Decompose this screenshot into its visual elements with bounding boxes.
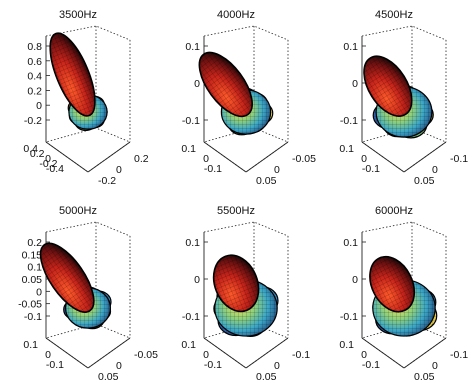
z-tick-label: -0.1: [182, 311, 200, 323]
subplot-title: 4500Hz: [375, 9, 413, 21]
z-tick-label: 0.1: [185, 41, 200, 53]
y-tick-label: -0.4: [46, 163, 64, 175]
main-lobe-mesh: [213, 255, 259, 312]
surface: [212, 254, 279, 338]
x-tick-label: 0: [116, 360, 122, 372]
surface: [49, 32, 108, 132]
y-tick-label: -0.1: [204, 359, 222, 371]
y-tick-label: 0: [203, 153, 209, 165]
surface: [198, 51, 274, 136]
y-tick-label: -0.1: [362, 163, 380, 175]
z-tick-label: 0.1: [343, 237, 358, 249]
y-tick-label: 0.1: [339, 339, 354, 351]
z-tick-label: 0.1: [27, 262, 42, 274]
x-tick-label: -0.1: [292, 349, 310, 361]
subplot-title: 3500Hz: [59, 9, 97, 21]
x-tick-label: -0.1: [450, 349, 468, 361]
subplot-title: 4000Hz: [217, 9, 255, 21]
z-tick-label: 0.1: [185, 237, 200, 249]
subplot-title: 5000Hz: [59, 205, 97, 217]
y-tick-label: 0.1: [23, 339, 38, 351]
surface: [369, 255, 438, 337]
y-tick-label: -0.1: [362, 359, 380, 371]
x-tick-label: 0: [274, 360, 280, 372]
z-tick-label: 0: [352, 274, 358, 286]
y-tick-label: -0.2: [39, 158, 57, 170]
main-lobe-mesh: [199, 52, 253, 117]
x-tick-label: 0.05: [256, 371, 277, 383]
x-tick-label: 0.05: [414, 371, 435, 383]
z-tick-label: -0.1: [24, 311, 42, 323]
surface: [363, 55, 434, 139]
z-tick-label: 0.2: [27, 237, 42, 249]
main-lobe-mesh: [50, 33, 95, 116]
z-tick-label: -0.1: [340, 115, 358, 127]
x-tick-label: 0: [116, 164, 122, 176]
y-tick-label: 0: [361, 349, 367, 361]
main-lobe-mesh: [369, 256, 415, 312]
main-lobe-mesh: [40, 243, 94, 313]
x-tick-label: -0.05: [134, 349, 158, 361]
y-tick-label: -0.1: [204, 163, 222, 175]
y-tick-label: -0.1: [46, 359, 64, 371]
z-tick-label: 0: [194, 274, 200, 286]
x-tick-label: 0.05: [98, 371, 119, 383]
x-tick-label: -0.1: [450, 153, 468, 165]
y-tick-label: 0: [45, 349, 51, 361]
y-tick-label: 0.2: [30, 148, 45, 160]
x-tick-label: 0.05: [414, 175, 435, 187]
y-tick-label: 0.1: [181, 143, 196, 155]
z-tick-label: 0.05: [22, 274, 43, 286]
x-tick-label: -0.05: [292, 153, 316, 165]
y-tick-label: 0: [203, 349, 209, 361]
z-tick-label: -0.2: [24, 115, 42, 127]
subplot-4: 5000Hz0.20.150.10.050-0.05-0.10.10-0.10.…: [18, 205, 158, 383]
z-tick-label: 0: [352, 78, 358, 90]
x-tick-label: -0.2: [98, 175, 116, 187]
z-tick-label: 0: [36, 286, 42, 298]
z-tick-label: -0.05: [18, 299, 42, 311]
subplot-title: 5500Hz: [217, 205, 255, 217]
x-tick-label: 0: [432, 164, 438, 176]
z-tick-label: 0.6: [27, 56, 42, 68]
x-tick-label: 0: [274, 164, 280, 176]
y-tick-label: 0: [361, 153, 367, 165]
y-tick-label: 0.1: [181, 339, 196, 351]
z-tick-label: 0: [194, 78, 200, 90]
x-tick-label: 0: [432, 360, 438, 372]
z-tick-label: 0.2: [27, 85, 42, 97]
main-lobe-mesh: [364, 56, 412, 117]
z-tick-label: -0.1: [182, 115, 200, 127]
y-tick-label: 0.4: [23, 143, 38, 155]
y-tick-label: 0.1: [339, 143, 354, 155]
z-tick-label: -0.1: [340, 311, 358, 323]
subplot-title: 6000Hz: [375, 205, 413, 217]
z-tick-label: 0: [36, 100, 42, 112]
y-tick-label: 0: [45, 153, 51, 165]
z-tick-label: 0.4: [27, 71, 42, 83]
z-tick-label: 0.1: [343, 41, 358, 53]
x-tick-label: 0.2: [134, 153, 149, 165]
z-tick-label: 0.8: [27, 41, 42, 53]
x-tick-label: 0.05: [256, 175, 277, 187]
z-tick-label: 0.15: [22, 249, 43, 261]
surface: [39, 242, 112, 330]
